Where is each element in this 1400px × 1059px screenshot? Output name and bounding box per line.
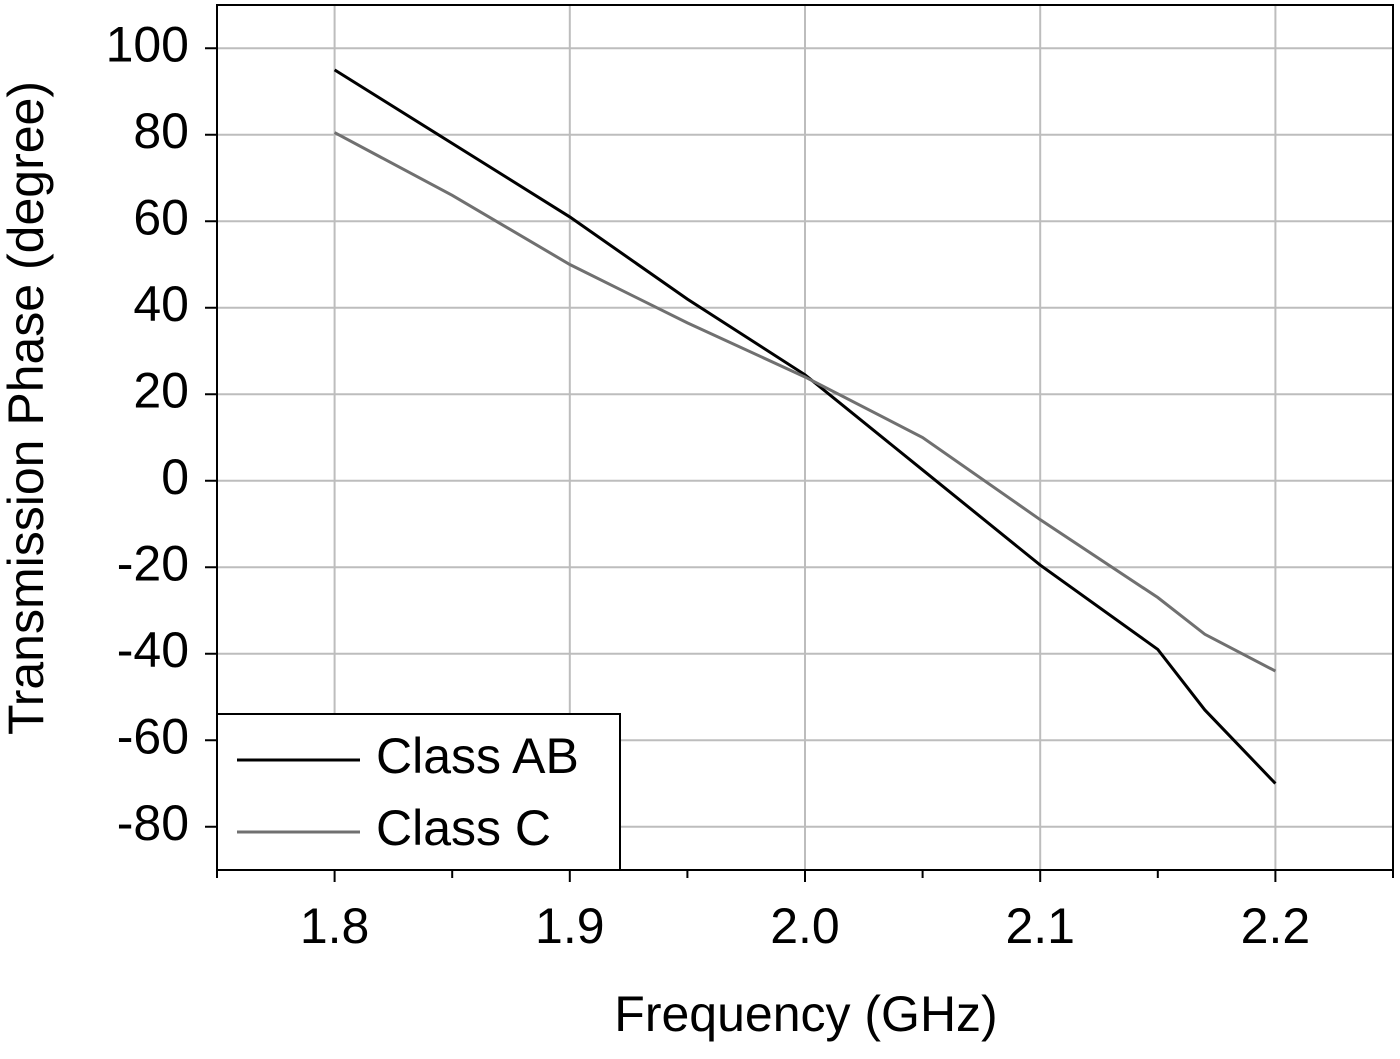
x-tick-label: 2.0 [770,898,840,954]
x-tick-label: 2.2 [1241,898,1311,954]
y-tick-label: -80 [117,795,189,851]
series-line [333,68,1277,785]
legend-label: Class AB [376,728,579,784]
y-tick-label: 80 [133,103,189,159]
plot-frame [216,4,1394,871]
y-tick-label: 0 [161,449,189,505]
series-line [333,131,1277,673]
y-tick-label: 40 [133,276,189,332]
legend-label: Class C [376,800,551,856]
y-tick-label: 60 [133,189,189,245]
y-axis-label: Transmission Phase (degree) [0,81,54,735]
y-tick-label: -40 [117,622,189,678]
x-tick-label: 1.8 [300,898,370,954]
x-tick-label: 2.1 [1005,898,1075,954]
y-tick-label: 20 [133,362,189,418]
y-tick-label: -60 [117,708,189,764]
x-axis-label: Frequency (GHz) [614,986,997,1042]
y-tick-label: -20 [117,535,189,591]
y-tick-label: 100 [106,16,189,72]
legend-box [216,713,621,871]
x-tick-label: 1.9 [535,898,605,954]
